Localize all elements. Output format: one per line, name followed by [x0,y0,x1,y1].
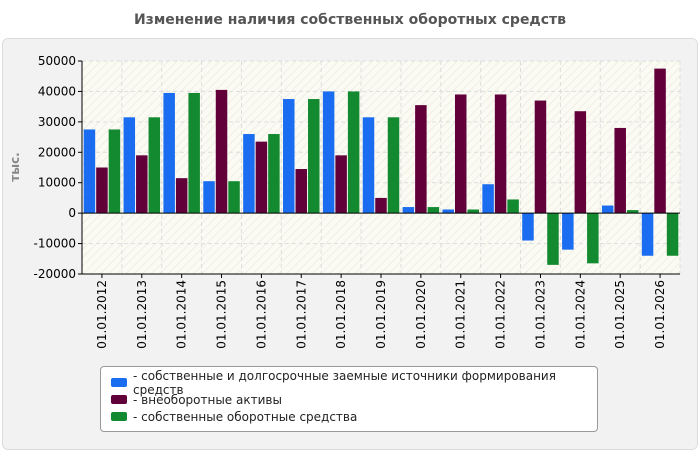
legend-label-sources: - собственные и долгосрочные заемные ист… [133,368,556,397]
bar-series-1 [442,209,454,214]
legend-item-sources: - собственные и долгосрочные заемные ист… [111,369,597,397]
y-tick-label: 50000 [38,54,76,68]
bar-series-2 [574,111,587,214]
bar-series-1 [163,92,175,214]
bar-series-2 [255,141,268,214]
y-tick-label: 10000 [38,176,76,190]
legend-item-noncurrent-assets: - внеоборотные активы [111,391,597,408]
y-tick-label: 20000 [38,145,76,159]
bar-series-2 [335,155,347,214]
bar-series-2 [494,94,507,214]
bar-series-2 [454,94,467,214]
axes: -20000 -10000 0 10000 20000 30000 40000 50000 01… [33,54,680,349]
bar-series-1 [362,117,375,214]
grid [82,60,681,275]
y-tick-label: 0 [68,206,76,220]
y-tick-label: -10000 [33,237,76,251]
bar-series-2 [375,197,387,214]
legend-item-working-capital: - собственные оборотные средства [111,408,597,425]
chart-title: Изменение наличия собственных оборотных … [133,12,567,28]
bar-series-1 [203,181,215,214]
x-tick-label: 01.01.2022 [494,280,508,349]
bar-series-3 [427,207,440,214]
bar-series-1 [123,117,136,214]
bar-series-3 [587,213,599,264]
x-tick-label: 01.01.2012 [95,280,109,349]
bar-series-1 [562,213,574,250]
bar-series-3 [228,181,240,214]
bar-series-1 [83,129,96,214]
bar-series-2 [136,155,148,214]
bar-series-3 [666,213,679,256]
bar-series-1 [283,99,295,214]
bar-series-2 [415,105,427,214]
legend-label-working-capital: - собственные оборотные средства [133,409,358,424]
x-tick-label: 01.01.2013 [135,280,149,349]
x-tick-label: 01.01.2019 [374,280,388,349]
bar-series-2 [96,167,108,214]
bar-series-3 [268,134,280,214]
x-tick-label: 01.01.2014 [175,280,189,349]
bar-series-3 [188,92,200,214]
x-tick-label: 01.01.2024 [573,280,587,349]
bar-series-1 [482,184,494,214]
bar-series-1 [243,134,255,214]
x-tick-label: 01.01.2021 [454,280,468,349]
y-tick-label: -20000 [33,267,76,281]
legend-label-noncurrent-assets: - внеоборотные активы [133,392,282,407]
bar-series-2 [534,100,547,214]
bar-series-3 [387,117,400,214]
bar-series-3 [547,213,559,265]
bar-series-3 [308,99,320,214]
x-tick-label: 01.01.2023 [533,280,547,349]
bars [83,68,679,265]
bar-series-1 [522,213,534,241]
x-tick-label: 01.01.2015 [215,280,229,349]
y-tick-label: 40000 [38,84,76,98]
bar-series-1 [641,213,654,256]
legend-swatch-sources [111,378,127,387]
bar-series-2 [614,127,626,214]
x-tick-label: 01.01.2017 [294,280,308,349]
bar-series-3 [507,199,519,214]
bar-series-1 [601,205,614,214]
x-tick-label: 01.01.2026 [653,280,667,349]
y-tick-label: 30000 [38,115,76,129]
bar-series-1 [322,91,335,214]
bar-series-3 [347,91,360,214]
x-tick-label: 01.01.2020 [414,280,428,349]
x-tick-label: 01.01.2016 [254,280,268,349]
legend: - собственные и долгосрочные заемные ист… [100,366,598,432]
bar-series-2 [175,178,188,214]
bar-series-3 [626,210,639,214]
bar-series-2 [215,89,228,214]
legend-swatch-working-capital [111,412,127,421]
bar-series-2 [654,68,666,214]
bar-series-1 [402,207,415,214]
legend-swatch-noncurrent-assets [111,395,127,404]
x-tick-label: 01.01.2025 [613,280,627,349]
y-axis-label: тыс. [8,152,22,181]
bar-series-3 [467,209,479,214]
bar-series-3 [108,129,121,214]
x-tick-label: 01.01.2018 [334,280,348,349]
bar-series-2 [295,169,308,214]
bar-series-3 [148,117,161,214]
